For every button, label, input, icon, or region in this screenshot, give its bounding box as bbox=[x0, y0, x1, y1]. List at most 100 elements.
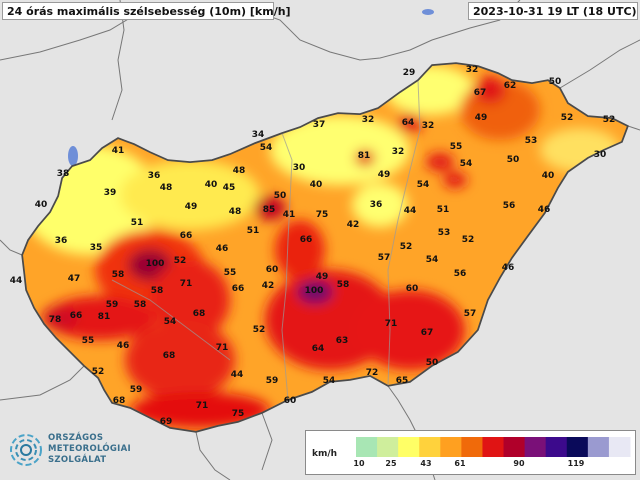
station-value: 71 bbox=[385, 319, 398, 329]
legend-swatch bbox=[440, 437, 462, 457]
station-value: 54 bbox=[417, 180, 430, 190]
station-value: 68 bbox=[113, 396, 126, 406]
map-timestamp: 2023-10-31 19 LT (18 UTC) bbox=[468, 2, 638, 20]
station-value: 41 bbox=[283, 210, 296, 220]
legend-swatch bbox=[377, 437, 399, 457]
legend-swatch bbox=[566, 437, 589, 457]
station-value: 69 bbox=[160, 417, 173, 427]
station-value: 52 bbox=[561, 113, 574, 123]
legend-swatch bbox=[503, 437, 526, 457]
station-value: 58 bbox=[337, 280, 350, 290]
station-value: 52 bbox=[462, 235, 475, 245]
station-value: 71 bbox=[216, 343, 229, 353]
station-value: 36 bbox=[370, 200, 383, 210]
station-value: 58 bbox=[134, 300, 147, 310]
station-value: 78 bbox=[49, 315, 62, 325]
station-value: 60 bbox=[284, 396, 297, 406]
station-value: 40 bbox=[35, 200, 48, 210]
omsz-swirl-icon bbox=[10, 434, 42, 466]
station-value: 66 bbox=[232, 284, 245, 294]
station-value: 49 bbox=[378, 170, 391, 180]
station-value: 30 bbox=[293, 163, 306, 173]
station-value: 56 bbox=[503, 201, 516, 211]
station-value: 46 bbox=[502, 263, 515, 273]
legend-tick-label: 43 bbox=[420, 459, 432, 468]
legend-swatch bbox=[398, 437, 420, 457]
station-value: 63 bbox=[336, 336, 349, 346]
station-value: 48 bbox=[229, 207, 242, 217]
station-value: 54 bbox=[460, 159, 473, 169]
rivers bbox=[111, 79, 421, 401]
legend-swatch bbox=[608, 437, 631, 457]
station-value: 32 bbox=[466, 65, 479, 75]
station-value: 44 bbox=[10, 276, 23, 286]
station-value: 60 bbox=[266, 265, 279, 275]
station-value: 66 bbox=[180, 231, 193, 241]
station-value: 54 bbox=[323, 376, 336, 386]
station-value: 34 bbox=[252, 130, 265, 140]
map-title: 24 órás maximális szélsebesség (10m) [km… bbox=[2, 2, 291, 20]
station-value: 57 bbox=[464, 309, 477, 319]
legend-tick-label: 61 bbox=[454, 459, 466, 468]
station-value: 55 bbox=[450, 142, 463, 152]
station-value: 51 bbox=[131, 218, 144, 228]
station-value: 35 bbox=[90, 243, 103, 253]
legend-swatch bbox=[524, 437, 547, 457]
station-value: 46 bbox=[216, 244, 229, 254]
station-value: 60 bbox=[406, 284, 419, 294]
station-value: 46 bbox=[538, 205, 551, 215]
station-value: 54 bbox=[260, 143, 273, 153]
station-value: 29 bbox=[403, 68, 416, 78]
station-value: 38 bbox=[57, 169, 70, 179]
station-value: 50 bbox=[426, 358, 439, 368]
station-value: 42 bbox=[262, 281, 275, 291]
station-value: 67 bbox=[474, 88, 487, 98]
station-value: 59 bbox=[106, 300, 119, 310]
station-value: 48 bbox=[233, 166, 246, 176]
station-value: 100 bbox=[305, 286, 324, 296]
station-value: 49 bbox=[185, 202, 198, 212]
station-value: 30 bbox=[594, 150, 607, 160]
station-value: 81 bbox=[358, 151, 371, 161]
legend-swatch bbox=[356, 437, 378, 457]
station-value: 72 bbox=[366, 368, 379, 378]
station-value: 44 bbox=[404, 206, 417, 216]
legend-tick-label: 90 bbox=[513, 459, 525, 468]
legend-swatch bbox=[419, 437, 441, 457]
station-value: 42 bbox=[347, 220, 360, 230]
station-value: 32 bbox=[362, 115, 375, 125]
station-value: 55 bbox=[82, 336, 95, 346]
station-value: 65 bbox=[396, 376, 409, 386]
station-value: 53 bbox=[525, 136, 538, 146]
station-value: 47 bbox=[68, 274, 81, 284]
legend-swatch bbox=[587, 437, 610, 457]
legend-tick-label: 119 bbox=[567, 459, 585, 468]
logo-line-2: METEOROLÓGIAI bbox=[48, 444, 131, 454]
logo-line-3: SZOLGÁLAT bbox=[48, 455, 107, 465]
station-value: 66 bbox=[300, 235, 313, 245]
station-value: 75 bbox=[316, 210, 329, 220]
legend-unit: km/h bbox=[312, 449, 338, 459]
station-value: 66 bbox=[70, 311, 83, 321]
station-value: 68 bbox=[193, 309, 206, 319]
station-value: 49 bbox=[475, 113, 488, 123]
station-value: 39 bbox=[104, 188, 117, 198]
station-value: 50 bbox=[549, 77, 562, 87]
legend-swatch bbox=[482, 437, 505, 457]
station-value: 58 bbox=[112, 270, 125, 280]
station-value: 49 bbox=[316, 272, 329, 282]
station-value: 55 bbox=[224, 268, 237, 278]
omsz-logo: ORSZÁGOS METEOROLÓGIAI SZOLGÁLAT bbox=[8, 430, 158, 474]
station-value: 54 bbox=[426, 255, 439, 265]
station-value: 71 bbox=[180, 279, 193, 289]
station-value: 52 bbox=[253, 325, 266, 335]
station-value: 40 bbox=[205, 180, 218, 190]
station-value: 59 bbox=[266, 376, 279, 386]
station-value: 53 bbox=[438, 228, 451, 238]
station-value: 48 bbox=[160, 183, 173, 193]
station-value: 45 bbox=[223, 183, 236, 193]
hungary-outline bbox=[21, 62, 629, 433]
station-value: 46 bbox=[117, 341, 130, 351]
station-values: 29 32 50 67 62 37 32 64 32 49 52 52 34 54 53 41 81 32 55 50… bbox=[10, 65, 616, 427]
